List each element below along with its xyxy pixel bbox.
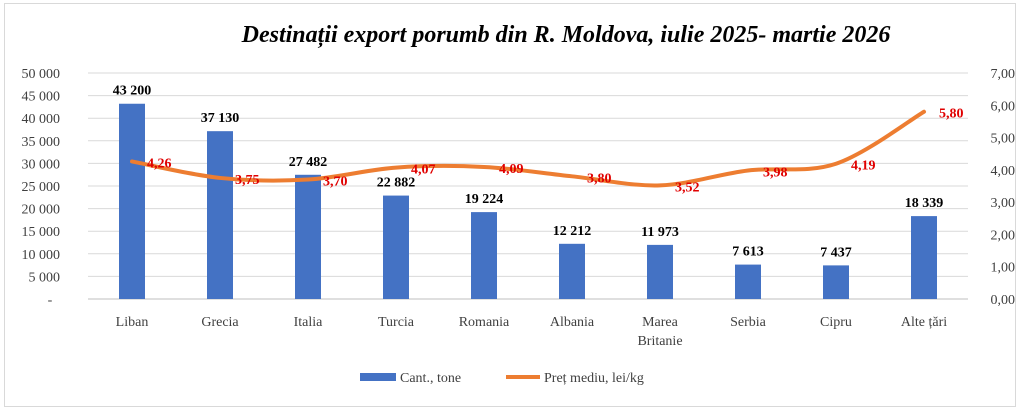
- x-category-label: Marea: [642, 315, 679, 330]
- x-category-label: Britanie: [637, 334, 682, 349]
- bar-value-label: 7 437: [820, 245, 852, 260]
- bar-value-label: 18 339: [905, 196, 944, 211]
- y-right-tick-label: 4,00: [991, 164, 1016, 179]
- legend-bar-swatch: [360, 373, 396, 381]
- bar: [207, 131, 233, 299]
- bar: [119, 103, 145, 300]
- y-right-tick-label: 6,00: [991, 99, 1016, 114]
- line-value-label: 3,98: [763, 166, 788, 181]
- chart-frame: [4, 3, 1016, 407]
- x-category-label: Liban: [116, 315, 149, 330]
- y-right-tick-label: 1,00: [991, 261, 1016, 276]
- y-right-tick-label: 5,00: [991, 132, 1016, 147]
- bar: [559, 243, 585, 299]
- bar: [383, 195, 409, 299]
- line-value-label: 4,26: [147, 156, 172, 171]
- y-right-tick-label: 2,00: [991, 228, 1016, 243]
- x-category-label: Romania: [459, 315, 510, 330]
- bar-value-label: 12 212: [553, 224, 592, 239]
- bar-value-label: 7 613: [732, 245, 764, 260]
- bar-value-label: 43 200: [113, 84, 152, 99]
- bar: [735, 264, 761, 299]
- bar-value-label: 27 482: [289, 155, 328, 170]
- y-left-tick-label: -: [48, 293, 53, 308]
- line-value-label: 4,09: [499, 162, 524, 177]
- y-left-tick-label: 25 000: [22, 180, 61, 195]
- bar: [295, 174, 321, 299]
- line-value-label: 3,80: [587, 171, 612, 186]
- bar: [471, 212, 497, 299]
- y-left-tick-label: 40 000: [22, 112, 61, 127]
- bar-value-label: 37 130: [201, 111, 240, 126]
- y-left-tick-label: 35 000: [22, 135, 61, 150]
- legend-bar-label: Cant., tone: [400, 371, 461, 386]
- y-left-tick-label: 30 000: [22, 157, 61, 172]
- legend-line-label: Preț mediu, lei/kg: [544, 371, 644, 386]
- bar: [823, 265, 849, 299]
- y-right-tick-label: 0,00: [991, 293, 1016, 308]
- y-left-tick-label: 50 000: [22, 67, 61, 82]
- bar-value-label: 22 882: [377, 176, 416, 191]
- y-left-tick-label: 10 000: [22, 248, 61, 263]
- bar-value-label: 19 224: [465, 192, 504, 207]
- x-category-label: Albania: [550, 315, 595, 330]
- y-left-tick-label: 5 000: [29, 270, 61, 285]
- x-category-label: Alte țări: [901, 315, 947, 330]
- y-left-tick-label: 15 000: [22, 225, 61, 240]
- y-left-tick-label: 20 000: [22, 203, 61, 218]
- bar: [911, 216, 937, 299]
- line-value-label: 3,70: [323, 175, 348, 190]
- legend: Cant., tone Preț mediu, lei/kg: [360, 371, 644, 386]
- y-left-tick-label: 45 000: [22, 90, 61, 105]
- line-value-label: 5,80: [939, 107, 964, 122]
- x-category-label: Grecia: [201, 315, 239, 330]
- x-category-label: Italia: [294, 315, 324, 330]
- chart-title: Destinații export porumb din R. Moldova,…: [241, 22, 891, 48]
- bar: [647, 244, 673, 299]
- price-line: [130, 109, 926, 188]
- line-value-label: 3,75: [235, 173, 260, 188]
- x-category-label: Turcia: [378, 315, 415, 330]
- line-value-label: 4,07: [411, 163, 436, 178]
- line-value-label: 3,52: [675, 180, 700, 195]
- x-category-label: Cipru: [820, 315, 852, 330]
- y-right-tick-label: 3,00: [991, 196, 1016, 211]
- y-right-tick-label: 7,00: [991, 67, 1016, 82]
- x-category-label: Serbia: [730, 315, 767, 330]
- line-value-label: 4,19: [851, 159, 876, 174]
- bar-value-label: 11 973: [641, 225, 679, 240]
